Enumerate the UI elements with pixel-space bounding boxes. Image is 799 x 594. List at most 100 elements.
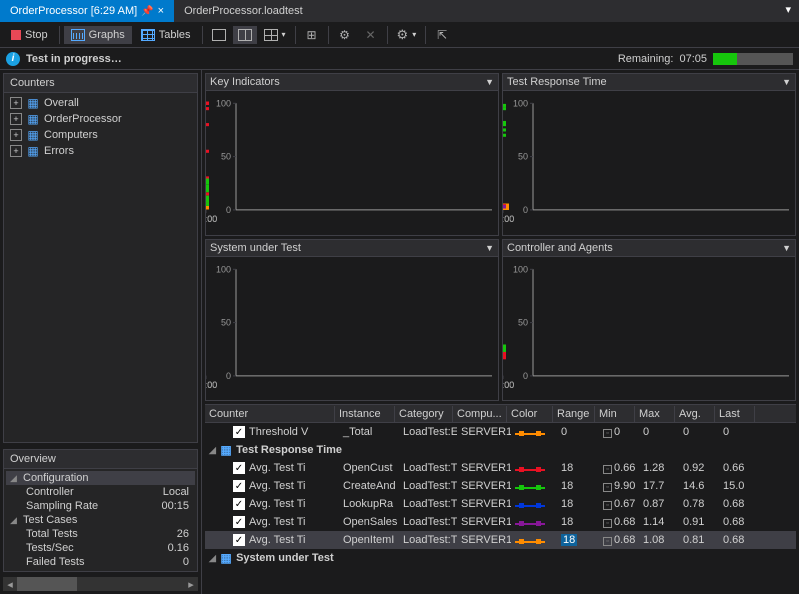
avg-cell: 0 bbox=[679, 425, 719, 439]
tool-button-1[interactable]: ⚙ bbox=[333, 26, 357, 44]
tables-button[interactable]: Tables bbox=[134, 26, 198, 44]
checkbox[interactable]: ✓ bbox=[233, 480, 245, 492]
counters-header: Counters bbox=[4, 74, 197, 93]
chart-body[interactable]: 05010000:0001:0002:0003:0004:0005:0006:0… bbox=[503, 91, 795, 235]
col-header[interactable]: Min bbox=[595, 406, 635, 422]
min-cell: ▫0.67 bbox=[599, 497, 639, 511]
category-cell: LoadTest:T bbox=[399, 497, 457, 511]
layout-4-button[interactable]: ▾ bbox=[259, 26, 291, 44]
overview-config[interactable]: ◢Configuration bbox=[6, 471, 195, 485]
collapse-icon[interactable]: ◢ bbox=[209, 553, 219, 564]
export-button[interactable]: ⇱ bbox=[430, 26, 454, 44]
max-cell: 0 bbox=[639, 425, 679, 439]
tab-overflow[interactable]: ▾ bbox=[777, 0, 799, 22]
instance-cell: _Total bbox=[339, 425, 399, 439]
table-row[interactable]: ✓Avg. Test Ti LookupRa LoadTest:T SERVER… bbox=[205, 495, 796, 513]
chart-body[interactable]: 05010000:0001:0002:0003:0004:0005:0006:0… bbox=[503, 257, 795, 401]
layout-1-button[interactable] bbox=[207, 26, 231, 44]
stop-button[interactable]: Stop bbox=[4, 26, 55, 44]
counter-tree-item[interactable]: + ▦ Overall bbox=[6, 95, 195, 111]
settings-button[interactable]: ⚙▾ bbox=[392, 24, 422, 46]
collapse-icon[interactable]: ◢ bbox=[10, 515, 20, 526]
export-icon: ⇱ bbox=[435, 29, 449, 41]
computer-cell: SERVER1 bbox=[457, 461, 511, 475]
h-scrollbar[interactable]: ◂ ▸ bbox=[3, 577, 198, 591]
table-row[interactable]: ✓Avg. Test Ti OpenItemI LoadTest:T SERVE… bbox=[205, 531, 796, 549]
chart-header[interactable]: Controller and Agents ▼ bbox=[503, 240, 795, 257]
col-header[interactable]: Compu... bbox=[453, 406, 507, 422]
table-row[interactable]: ✓Avg. Test Ti OpenSales LoadTest:T SERVE… bbox=[205, 513, 796, 531]
tab-active[interactable]: OrderProcessor [6:29 AM]📌× bbox=[0, 0, 174, 22]
chart-body[interactable]: 05010000:0001:0002:0003:0004:0005:0006:0… bbox=[206, 257, 498, 401]
chart-panel: System under Test ▼ 05010000:0001:0002:0… bbox=[205, 239, 499, 402]
chart-header[interactable]: Key Indicators ▼ bbox=[206, 74, 498, 91]
counter-tree-item[interactable]: + ▦ Errors bbox=[6, 143, 195, 159]
checkbox[interactable]: ✓ bbox=[233, 516, 245, 528]
table-group-row[interactable]: ◢▦ Test Response Time bbox=[205, 441, 796, 459]
table-body: ✓Threshold V _Total LoadTest:E SERVER1 .… bbox=[205, 423, 796, 591]
panel4-icon bbox=[264, 29, 278, 41]
counter-icon: ▦ bbox=[26, 97, 40, 109]
delete-button[interactable]: ✕ bbox=[359, 26, 383, 44]
table-row[interactable]: ✓Avg. Test Ti OpenCust LoadTest:T SERVER… bbox=[205, 459, 796, 477]
col-header[interactable]: Color bbox=[507, 406, 553, 422]
expand-icon[interactable]: + bbox=[10, 113, 22, 125]
expand-icon[interactable]: + bbox=[10, 129, 22, 141]
panel2-icon bbox=[238, 29, 252, 41]
checkbox[interactable]: ✓ bbox=[233, 498, 245, 510]
chart-panel: Key Indicators ▼ 05010000:0001:0002:0003… bbox=[205, 73, 499, 236]
collapse-icon[interactable]: ◢ bbox=[10, 473, 20, 484]
close-icon[interactable]: × bbox=[158, 5, 164, 17]
scroll-thumb[interactable] bbox=[17, 577, 77, 591]
tab-inactive[interactable]: OrderProcessor.loadtest bbox=[174, 0, 313, 22]
x-icon: ✕ bbox=[364, 29, 378, 41]
pin-icon[interactable]: 📌 bbox=[141, 6, 153, 17]
table-group-row[interactable]: ◢▦ System under Test bbox=[205, 549, 796, 567]
col-header[interactable]: Instance bbox=[335, 406, 395, 422]
expand-icon[interactable]: + bbox=[10, 97, 22, 109]
col-header[interactable]: Max bbox=[635, 406, 675, 422]
counter-tree-item[interactable]: + ▦ OrderProcessor bbox=[6, 111, 195, 127]
chevron-down-icon[interactable]: ▼ bbox=[782, 77, 791, 87]
max-cell: 1.14 bbox=[639, 515, 679, 529]
graphs-button[interactable]: Graphs bbox=[64, 26, 132, 44]
col-header[interactable]: Range bbox=[553, 406, 595, 422]
svg-text:50: 50 bbox=[221, 317, 231, 327]
col-header[interactable]: Last bbox=[715, 406, 755, 422]
max-cell: 0.87 bbox=[639, 497, 679, 511]
chart-header[interactable]: System under Test ▼ bbox=[206, 240, 498, 257]
checkbox[interactable]: ✓ bbox=[233, 462, 245, 474]
color-cell: .color-line[style*='#16c60c']::before,.c… bbox=[511, 479, 557, 493]
add-graph-button[interactable]: ⊞ bbox=[300, 26, 324, 44]
min-cell: ▫0 bbox=[599, 425, 639, 439]
checkbox[interactable]: ✓ bbox=[233, 426, 245, 438]
category-cell: LoadTest:E bbox=[399, 425, 457, 439]
color-cell: .color-line[style*='#ff8c00']::before,.c… bbox=[511, 533, 557, 547]
color-cell: .color-line[style*='#e81123']::before,.c… bbox=[511, 461, 557, 475]
misc-icon: ⚙ bbox=[338, 29, 352, 41]
scroll-right[interactable]: ▸ bbox=[184, 577, 198, 591]
expand-icon[interactable]: + bbox=[10, 145, 22, 157]
max-cell: 17.7 bbox=[639, 479, 679, 493]
checkbox[interactable]: ✓ bbox=[233, 534, 245, 546]
chevron-down-icon[interactable]: ▼ bbox=[782, 243, 791, 253]
chart-header[interactable]: Test Response Time ▼ bbox=[503, 74, 795, 91]
table-row[interactable]: ✓Threshold V _Total LoadTest:E SERVER1 .… bbox=[205, 423, 796, 441]
scroll-left[interactable]: ◂ bbox=[3, 577, 17, 591]
info-icon: i bbox=[6, 52, 20, 66]
category-cell: LoadTest:T bbox=[399, 515, 457, 529]
col-header[interactable]: Avg. bbox=[675, 406, 715, 422]
instance-cell: CreateAnd bbox=[339, 479, 399, 493]
overview-testcases[interactable]: ◢Test Cases bbox=[6, 513, 195, 527]
collapse-icon[interactable]: ◢ bbox=[209, 445, 219, 456]
col-header[interactable]: Counter bbox=[205, 406, 335, 422]
counter-tree-item[interactable]: + ▦ Computers bbox=[6, 127, 195, 143]
chart-title: System under Test bbox=[210, 242, 301, 254]
table-row[interactable]: ✓Avg. Test Ti CreateAnd LoadTest:T SERVE… bbox=[205, 477, 796, 495]
layout-2-button[interactable] bbox=[233, 26, 257, 44]
col-header[interactable]: Category bbox=[395, 406, 453, 422]
chevron-down-icon[interactable]: ▼ bbox=[485, 243, 494, 253]
chart-body[interactable]: 05010000:0001:0002:0003:0004:0005:0006:0… bbox=[206, 91, 498, 235]
chevron-down-icon[interactable]: ▼ bbox=[485, 77, 494, 87]
color-cell: .color-line[style*='#ff8c00']::before,.c… bbox=[511, 425, 557, 439]
